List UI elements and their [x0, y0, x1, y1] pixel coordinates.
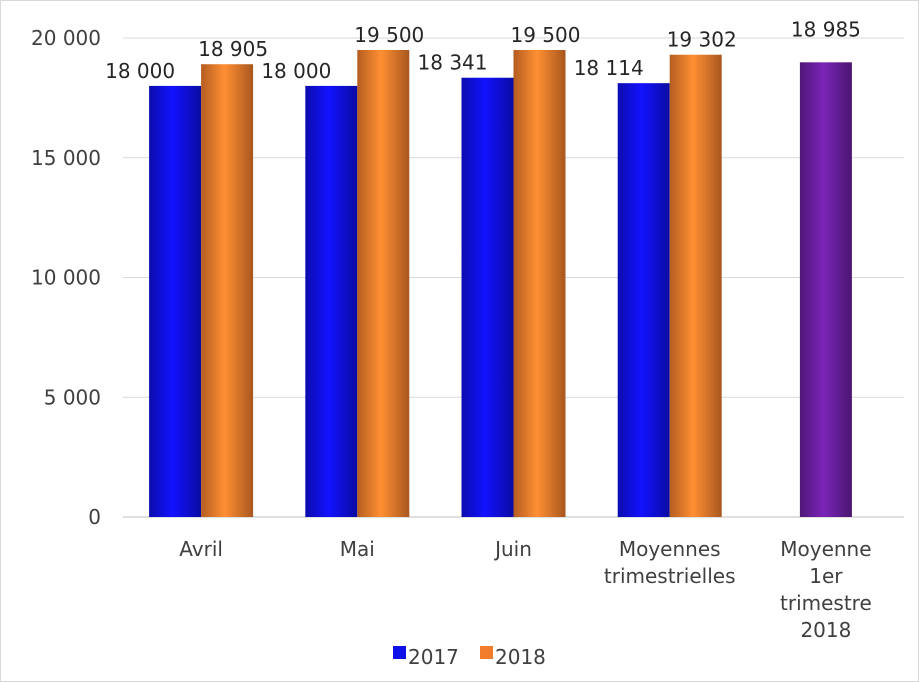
- data-label: 18 905: [198, 37, 268, 61]
- data-label: 19 302: [667, 28, 737, 52]
- bar-2018-1: [357, 49, 410, 517]
- bar-2017-0: [149, 85, 202, 518]
- x-category-label: 1er: [809, 564, 843, 588]
- legend-label-2018: 2018: [495, 645, 546, 669]
- data-label: 18 114: [574, 56, 644, 80]
- data-label: 18 985: [791, 17, 861, 41]
- data-label: 18 341: [418, 51, 488, 75]
- data-label: 19 500: [354, 23, 424, 47]
- bar-2018-3: [669, 54, 722, 517]
- y-tick-label: 5 000: [44, 385, 101, 409]
- legend-swatch-2018: [480, 646, 493, 659]
- x-category-label: trimestrielles: [604, 564, 736, 588]
- x-category-label: 2018: [800, 618, 851, 642]
- bar-2018-0: [201, 64, 254, 517]
- bar-2018-2: [513, 49, 566, 517]
- y-tick-label: 10 000: [31, 266, 101, 290]
- data-label: 18 000: [105, 59, 175, 83]
- bar-2017-2: [461, 77, 514, 518]
- y-tick-label: 15 000: [31, 146, 101, 170]
- y-tick-label: 0: [88, 505, 101, 529]
- data-label: 18 000: [261, 59, 331, 83]
- x-category-label: Moyenne: [780, 537, 871, 561]
- legend-label-2017: 2017: [408, 645, 459, 669]
- bar-2017-3: [617, 83, 670, 517]
- x-category-label: Moyennes: [619, 537, 721, 561]
- legend-swatch-2017: [393, 646, 406, 659]
- x-category-label: trimestre: [780, 591, 872, 615]
- data-label: 19 500: [511, 23, 581, 47]
- bar-moyenne-4: [799, 62, 852, 517]
- y-tick-label: 20 000: [31, 26, 101, 50]
- x-category-label: Avril: [179, 537, 223, 561]
- x-category-label: Juin: [493, 537, 532, 561]
- x-category-label: Mai: [340, 537, 375, 561]
- bar-2017-1: [305, 85, 358, 518]
